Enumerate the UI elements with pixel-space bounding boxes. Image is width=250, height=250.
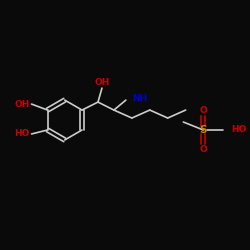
Text: S: S <box>200 125 207 135</box>
Text: OH: OH <box>94 78 110 87</box>
Text: HO: HO <box>14 130 30 138</box>
Text: NH: NH <box>132 94 147 102</box>
Text: HO: HO <box>231 126 246 134</box>
Text: O: O <box>200 106 207 114</box>
Text: OH: OH <box>14 100 30 108</box>
Text: O: O <box>200 146 207 154</box>
